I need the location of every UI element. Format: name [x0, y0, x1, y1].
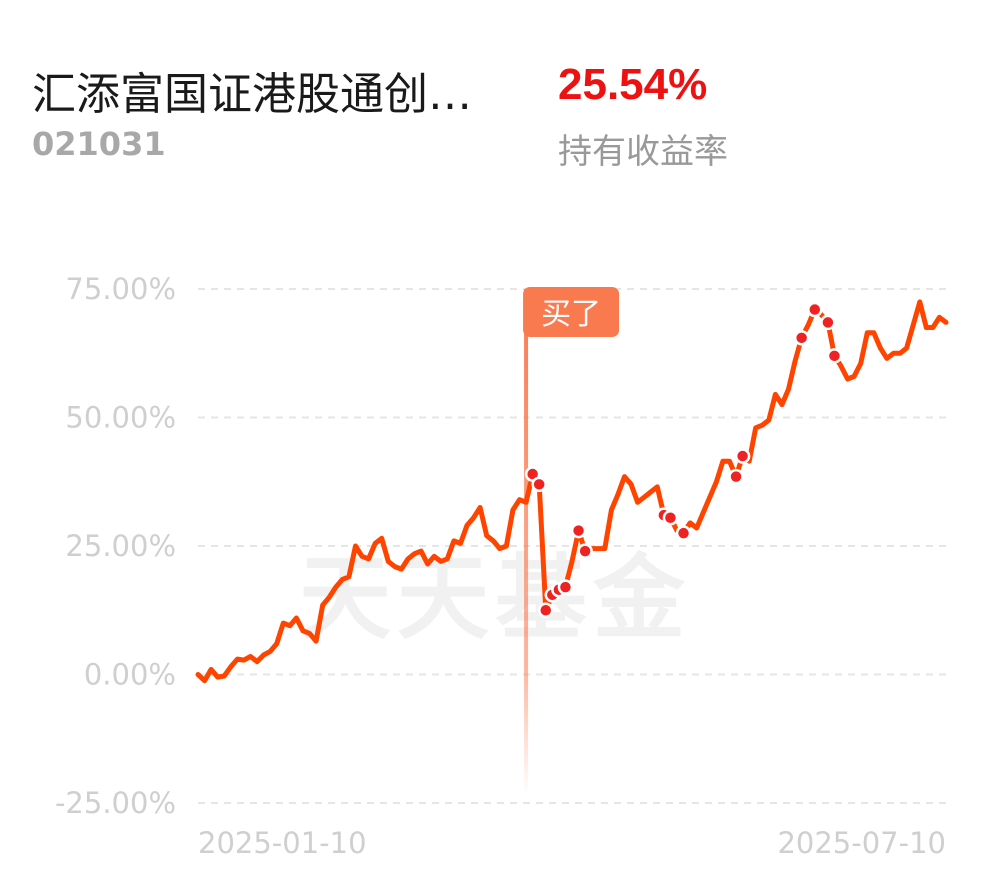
- data-point-marker: [577, 543, 593, 559]
- holding-return-value: 25.54%: [558, 60, 708, 109]
- y-tick-label: 0.00%: [84, 658, 176, 692]
- data-point-marker: [728, 468, 744, 485]
- data-point-marker: [820, 314, 836, 331]
- x-axis: 2025-01-10 2025-07-10: [198, 826, 946, 860]
- data-point-marker: [826, 348, 843, 364]
- data-point-marker: [793, 330, 810, 346]
- y-tick-label: 50.00%: [65, 401, 176, 435]
- series-line-path: [195, 299, 949, 684]
- series-line: [195, 299, 949, 684]
- trade-markers: [524, 301, 843, 618]
- buy-marker-line: [524, 289, 529, 795]
- y-tick-label: -25.00%: [55, 786, 176, 820]
- data-point-marker: [675, 525, 692, 541]
- y-tick-label: 75.00%: [65, 272, 176, 306]
- data-point-marker: [531, 476, 547, 493]
- watermark: 天天基金: [299, 545, 691, 652]
- data-point-marker: [570, 522, 587, 539]
- holding-return-label: 持有收益率: [558, 132, 728, 172]
- buy-label-badge[interactable]: [523, 287, 620, 337]
- x-tick-label: 2025-01-10: [198, 826, 367, 860]
- y-tick-label: 25.00%: [65, 529, 176, 563]
- data-point-marker: [662, 509, 679, 526]
- x-tick-label: 2025-07-10: [777, 826, 946, 860]
- buy-label-text: 买了: [541, 297, 601, 332]
- data-point-marker: [557, 579, 574, 595]
- data-point-marker: [538, 602, 554, 618]
- fund-name: 汇添富国证港股通创…: [32, 69, 472, 120]
- y-axis: 75.00% 50.00% 25.00% 0.00% -25.00%: [55, 272, 176, 820]
- data-point-marker: [807, 301, 823, 318]
- buy-annotation[interactable]: 买了: [523, 287, 620, 795]
- fund-code: 021031: [32, 125, 166, 163]
- data-point-marker: [734, 448, 751, 464]
